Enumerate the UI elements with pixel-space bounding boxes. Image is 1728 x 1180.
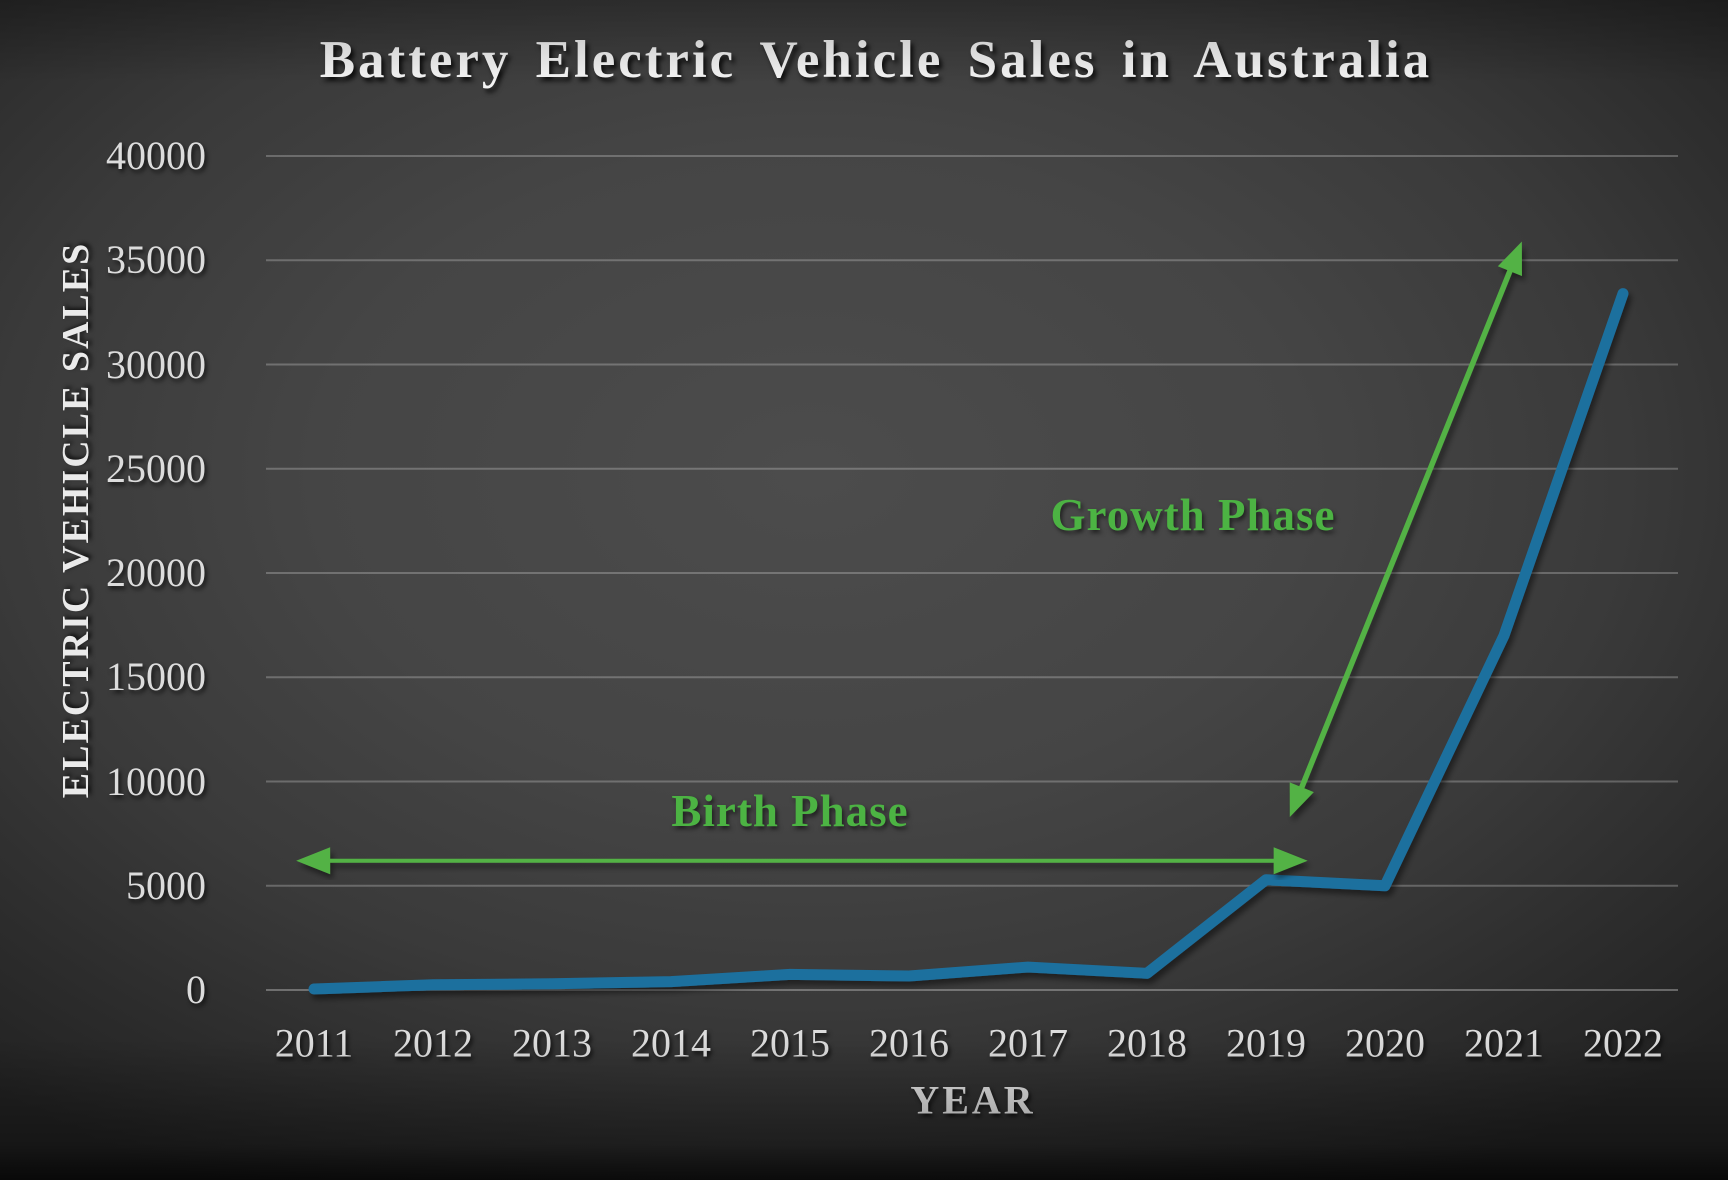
birth-phase-label: Birth Phase — [671, 786, 909, 836]
x-tick-label: 2017 — [988, 1020, 1068, 1066]
x-tick-label: 2014 — [631, 1020, 711, 1066]
x-tick-label: 2020 — [1345, 1020, 1425, 1066]
x-tick-label: 2013 — [512, 1020, 592, 1066]
growth-phase-label: Growth Phase — [1050, 490, 1336, 540]
x-tick-label: 2022 — [1583, 1020, 1663, 1066]
chart-title: Battery Electric Vehicle Sales in Austra… — [319, 31, 1433, 89]
y-axis-title: ELECTRIC VEHICLE SALES — [55, 241, 97, 799]
y-tick-label: 0 — [186, 967, 206, 1012]
sales-line — [308, 288, 1629, 995]
growth-phase-arrow-head-end — [1497, 241, 1522, 277]
birth-phase-arrow-head-start — [296, 847, 331, 875]
x-tick-label: 2021 — [1464, 1020, 1544, 1066]
y-tick-label: 30000 — [106, 341, 206, 387]
x-tick-label: 2018 — [1107, 1020, 1187, 1066]
x-tick-label: 2012 — [393, 1020, 473, 1066]
y-tick-label: 25000 — [106, 445, 206, 491]
x-tick-label: 2015 — [750, 1020, 830, 1066]
y-tick-label: 35000 — [106, 237, 206, 283]
y-tick-label: 15000 — [106, 654, 206, 700]
y-tick-label: 5000 — [126, 862, 206, 908]
y-tick-label: 10000 — [106, 758, 206, 804]
y-tick-label: 20000 — [106, 550, 206, 595]
sales-line-layer — [308, 288, 1629, 995]
growth-phase-arrow-head-start — [1289, 782, 1314, 817]
x-tick-label: 2011 — [274, 1020, 354, 1066]
y-tick-label: 40000 — [106, 133, 206, 178]
gridlines — [266, 155, 1678, 991]
annotation-arrows-layer — [296, 241, 1522, 875]
x-axis-title: YEAR — [910, 1077, 1036, 1123]
birth-phase-arrow — [296, 847, 1308, 875]
x-tick-label: 2019 — [1226, 1020, 1306, 1066]
birth-phase-arrow-head-end — [1273, 847, 1308, 875]
x-tick-label: 2016 — [869, 1020, 949, 1066]
